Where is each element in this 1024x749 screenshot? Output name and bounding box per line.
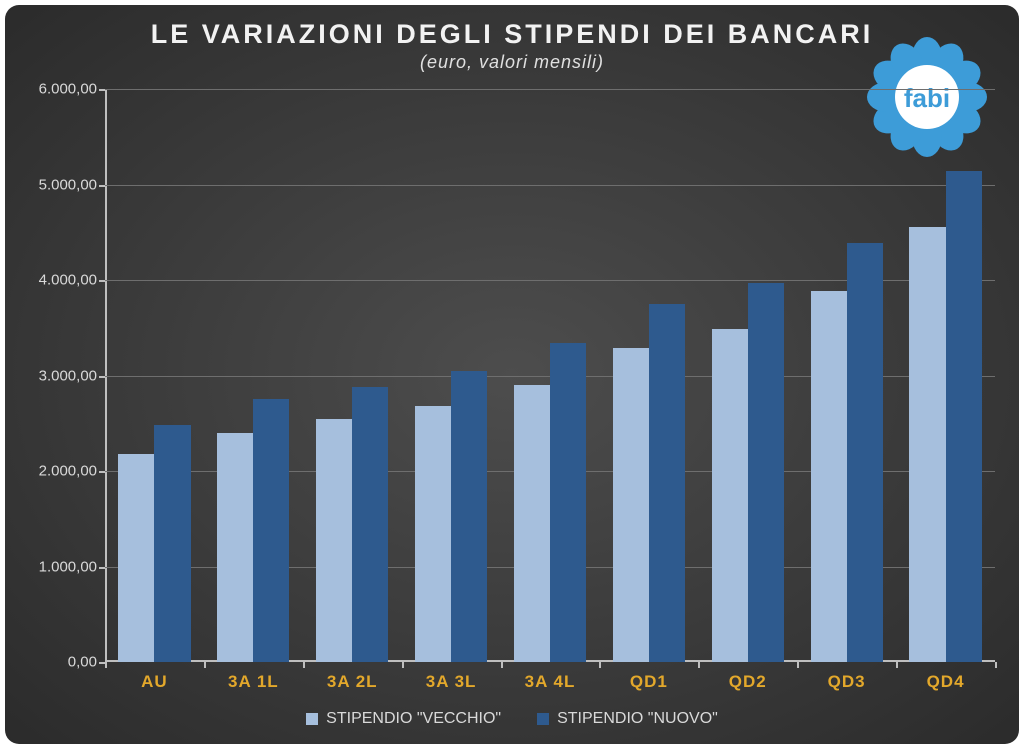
x-tick [995, 662, 997, 668]
legend-item: STIPENDIO "NUOVO" [537, 710, 718, 728]
y-tick [99, 567, 105, 569]
x-tick [599, 662, 601, 668]
chart-card: LE VARIAZIONI DEGLI STIPENDI DEI BANCARI… [5, 5, 1019, 744]
bar-old [712, 329, 748, 662]
bar-old [811, 291, 847, 662]
bar-old [316, 419, 352, 662]
x-axis-label: AU [141, 672, 168, 692]
x-axis-label: QD4 [927, 672, 965, 692]
gridline [105, 185, 995, 186]
bar-old [217, 433, 253, 662]
legend-swatch [306, 713, 318, 725]
x-axis-label: 3A 1L [228, 672, 279, 692]
legend-swatch [537, 713, 549, 725]
bar-old [613, 348, 649, 662]
gridline [105, 89, 995, 90]
bar-new [946, 171, 982, 662]
x-axis-label: QD2 [729, 672, 767, 692]
y-axis-label: 4.000,00 [39, 272, 97, 289]
bar-new [451, 371, 487, 662]
x-tick [204, 662, 206, 668]
legend-label: STIPENDIO "NUOVO" [557, 710, 718, 728]
y-axis-label: 2.000,00 [39, 463, 97, 480]
x-tick [501, 662, 503, 668]
legend: STIPENDIO "VECCHIO" STIPENDIO "NUOVO" [5, 710, 1019, 730]
bar-new [550, 343, 586, 662]
x-tick [698, 662, 700, 668]
y-axis-label: 3.000,00 [39, 367, 97, 384]
bar-new [253, 399, 289, 662]
legend-item: STIPENDIO "VECCHIO" [306, 710, 501, 728]
x-axis-label: QD3 [828, 672, 866, 692]
bar-new [649, 304, 685, 662]
y-axis-label: 5.000,00 [39, 176, 97, 193]
y-tick [99, 376, 105, 378]
x-axis-label: QD1 [630, 672, 668, 692]
y-axis-label: 0,00 [68, 654, 97, 671]
x-tick [303, 662, 305, 668]
bar-old [909, 227, 945, 662]
bar-new [847, 243, 883, 662]
y-tick [99, 185, 105, 187]
legend-label: STIPENDIO "VECCHIO" [326, 710, 501, 728]
x-tick [402, 662, 404, 668]
x-axis-label: 3A 3L [426, 672, 477, 692]
bar-new [748, 283, 784, 662]
y-axis-label: 6.000,00 [39, 81, 97, 98]
y-axis-label: 1.000,00 [39, 558, 97, 575]
bar-new [154, 425, 190, 662]
bar-old [118, 454, 154, 662]
plot-area: 0,001.000,002.000,003.000,004.000,005.00… [105, 89, 995, 662]
bar-old [514, 385, 550, 662]
bar-old [415, 406, 451, 662]
x-axis-label: 3A 2L [327, 672, 378, 692]
y-tick [99, 471, 105, 473]
bar-new [352, 387, 388, 662]
x-axis-label: 3A 4L [525, 672, 576, 692]
x-tick [896, 662, 898, 668]
x-tick [797, 662, 799, 668]
y-tick [99, 89, 105, 91]
x-tick [105, 662, 107, 668]
y-tick [99, 280, 105, 282]
